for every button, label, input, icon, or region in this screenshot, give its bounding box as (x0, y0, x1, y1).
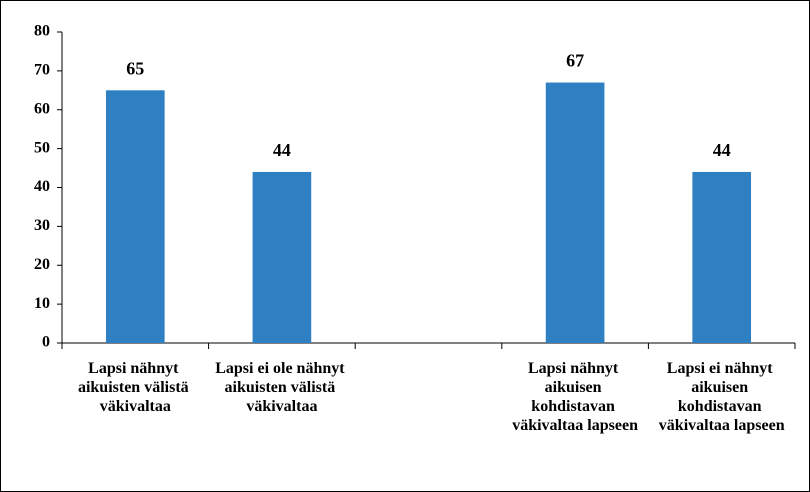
x-tick-label: Lapsi ei nähnyt aikuisen kohdistavan väk… (659, 360, 785, 434)
x-tick-label: Lapsi nähnyt aikuisen kohdistavan väkiva… (512, 360, 638, 434)
y-tick-label: 0 (42, 334, 50, 351)
y-tick-label: 20 (34, 256, 50, 273)
y-tick-label: 60 (34, 100, 50, 117)
y-tick-label: 10 (34, 295, 50, 312)
data-label: 44 (713, 140, 731, 160)
bar (692, 171, 752, 343)
y-tick-label: 50 (34, 139, 50, 156)
data-label: 65 (126, 58, 144, 78)
x-tick-label: Lapsi nähnyt aikuisten välistä väkivalta… (78, 360, 193, 415)
bar (545, 82, 605, 343)
bar (105, 90, 165, 343)
y-tick-label: 70 (34, 62, 50, 79)
y-tick-label: 80 (34, 23, 50, 40)
bar (252, 171, 312, 343)
x-tick-label: Lapsi ei ole nähnyt aikuisten välistä vä… (215, 360, 348, 415)
data-label: 44 (273, 140, 291, 160)
y-tick-label: 40 (34, 178, 50, 195)
y-tick-label: 30 (34, 217, 50, 234)
data-label: 67 (566, 51, 584, 71)
